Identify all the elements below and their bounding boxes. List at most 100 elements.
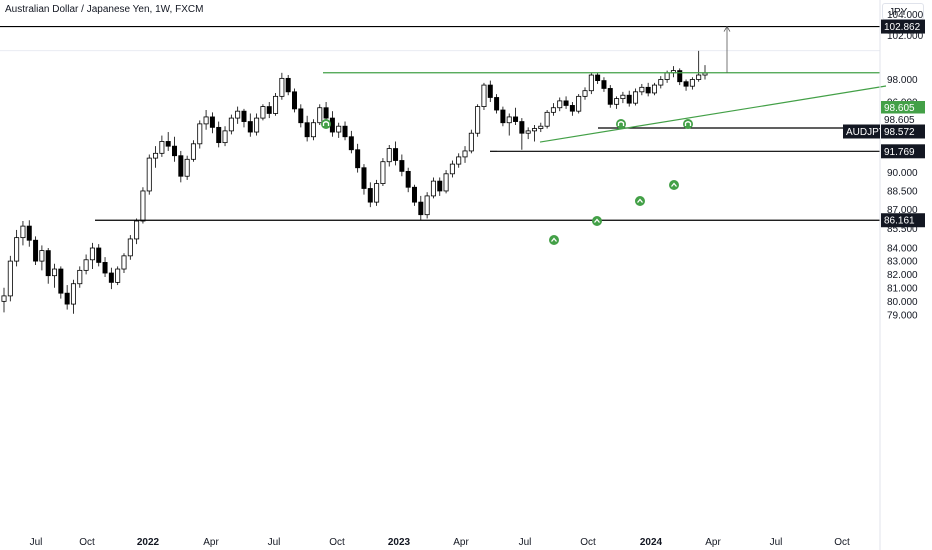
y-tick-label: 82.000 bbox=[887, 270, 918, 281]
candle bbox=[526, 127, 530, 139]
candle bbox=[400, 155, 404, 177]
candle bbox=[469, 130, 473, 154]
candle bbox=[450, 161, 454, 178]
candle bbox=[539, 123, 543, 132]
candle-body bbox=[412, 187, 416, 202]
candle bbox=[160, 136, 164, 157]
candle bbox=[40, 245, 44, 270]
x-tick-label: Apr bbox=[453, 537, 469, 548]
symbol-tag-label: AUDJPY bbox=[846, 127, 886, 138]
candle-body bbox=[381, 162, 385, 184]
top-marker bbox=[616, 119, 626, 129]
candle bbox=[356, 144, 360, 173]
candle bbox=[337, 123, 341, 138]
y-tick-label: 81.000 bbox=[887, 283, 918, 294]
candle bbox=[229, 115, 233, 135]
bottom-marker bbox=[592, 216, 602, 226]
candle-body bbox=[292, 92, 296, 109]
candle-body bbox=[431, 181, 435, 196]
candle-body bbox=[646, 87, 650, 93]
candle-body bbox=[311, 123, 315, 137]
candle-body bbox=[633, 92, 637, 103]
candle bbox=[97, 244, 101, 266]
candle-body bbox=[248, 122, 252, 132]
candle bbox=[375, 180, 379, 206]
candle bbox=[217, 122, 221, 148]
candle bbox=[261, 104, 265, 120]
candle-body bbox=[343, 126, 347, 137]
candle-body bbox=[236, 111, 240, 118]
candle-body bbox=[400, 161, 404, 172]
candle-body bbox=[501, 110, 505, 123]
candle-body bbox=[520, 122, 524, 134]
candle bbox=[267, 102, 271, 118]
candle bbox=[46, 248, 50, 284]
candle bbox=[476, 104, 480, 136]
candle bbox=[671, 66, 675, 77]
candle-body bbox=[564, 101, 568, 106]
x-tick-label: Jul bbox=[519, 537, 532, 548]
candle bbox=[690, 77, 694, 89]
candle-body bbox=[375, 184, 379, 203]
candle bbox=[90, 243, 94, 269]
candle-body bbox=[147, 158, 151, 191]
bottom-marker bbox=[669, 180, 679, 190]
candle-body bbox=[78, 270, 82, 283]
candle-body bbox=[21, 226, 25, 238]
candle-body bbox=[482, 85, 486, 107]
candle bbox=[223, 126, 227, 146]
candle bbox=[697, 51, 701, 82]
candle bbox=[659, 76, 663, 88]
green-level-label: 98.605 bbox=[884, 103, 915, 114]
x-tick-label: Oct bbox=[834, 537, 850, 548]
candle bbox=[84, 255, 88, 275]
candle-body bbox=[166, 141, 170, 146]
candle bbox=[589, 73, 593, 94]
level-price-label: 102.862 bbox=[884, 22, 921, 33]
green-level-label-2: 98.605 bbox=[884, 115, 915, 126]
candle bbox=[368, 182, 372, 207]
candle-body bbox=[356, 150, 360, 168]
candle bbox=[299, 104, 303, 127]
candle-body bbox=[261, 107, 265, 118]
candle bbox=[78, 266, 82, 287]
y-tick-label: 83.000 bbox=[887, 257, 918, 268]
candle bbox=[128, 235, 132, 260]
bottom-marker-dot bbox=[549, 235, 559, 245]
candle bbox=[59, 266, 63, 298]
candle bbox=[255, 113, 259, 135]
candle bbox=[15, 230, 19, 266]
candle bbox=[513, 108, 517, 125]
candle bbox=[292, 88, 296, 112]
candle bbox=[393, 141, 397, 165]
candle-body bbox=[589, 75, 593, 91]
candle bbox=[640, 84, 644, 95]
y-tick-label: 104.000 bbox=[887, 10, 924, 21]
candle bbox=[614, 96, 618, 109]
bottom-marker-dot bbox=[592, 216, 602, 226]
candle bbox=[147, 155, 151, 195]
candle-body bbox=[128, 239, 132, 256]
candle-layer bbox=[2, 51, 707, 314]
candle bbox=[116, 266, 120, 285]
candle bbox=[362, 164, 366, 195]
candle bbox=[501, 107, 505, 127]
candle bbox=[602, 77, 606, 92]
candle bbox=[210, 112, 214, 133]
candle-body bbox=[280, 78, 284, 96]
candle-body bbox=[185, 159, 189, 176]
x-tick-label: Jul bbox=[268, 537, 281, 548]
candle-body bbox=[425, 196, 429, 215]
candle-body bbox=[652, 85, 656, 93]
candle-body bbox=[621, 95, 625, 98]
top-marker-dot bbox=[321, 119, 331, 129]
candle-body bbox=[103, 262, 107, 273]
bottom-marker bbox=[549, 235, 559, 245]
x-tick-label: Oct bbox=[79, 537, 95, 548]
candle-body bbox=[507, 117, 511, 123]
y-tick-label: 84.000 bbox=[887, 244, 918, 255]
candle bbox=[179, 151, 183, 182]
bottom-marker-dot bbox=[669, 180, 679, 190]
candle-body bbox=[387, 149, 391, 162]
